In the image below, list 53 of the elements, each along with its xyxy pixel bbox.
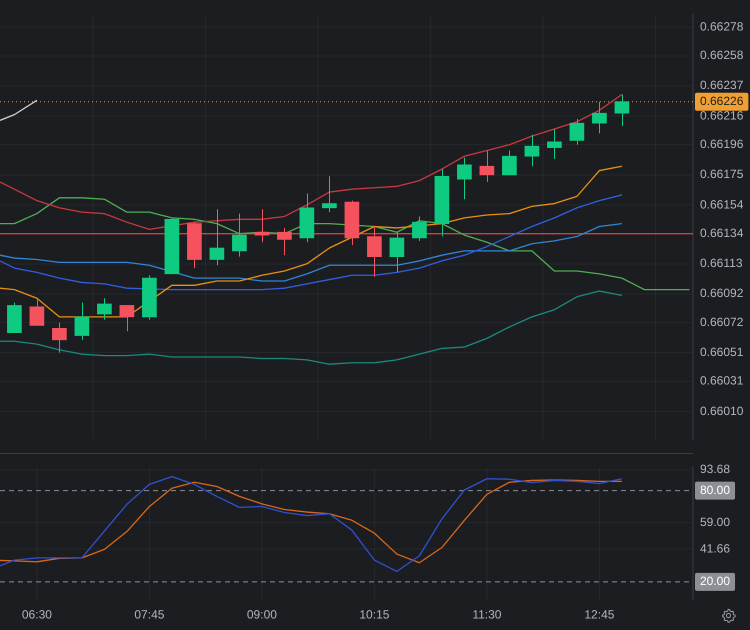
candlestick [524, 134, 540, 167]
candlestick [322, 176, 337, 213]
y-tick-label: 0.66216 [700, 108, 744, 122]
candlestick [52, 322, 67, 354]
candlestick [570, 118, 584, 146]
candlestick [390, 232, 404, 273]
candlestick [142, 274, 157, 320]
y-tick-label: 0.66092 [700, 286, 744, 300]
y-tick-label: 0.66154 [700, 197, 744, 212]
y-tick-label: 0.66278 [700, 19, 744, 34]
x-tick-label: 12:45 [584, 608, 615, 622]
x-tick-label: 07:45 [134, 608, 165, 622]
y-tick-label: 0.66051 [700, 345, 744, 360]
y-tick-label: 0.66010 [700, 404, 744, 418]
candlestick [434, 168, 450, 238]
y-tick-label: 0.66258 [700, 48, 744, 62]
candlestick [614, 94, 630, 127]
candlestick [164, 217, 180, 274]
ref-line-label: 80.00 [700, 482, 730, 497]
y-tick-label: 0.66134 [700, 226, 744, 240]
candlestick [547, 128, 562, 160]
x-tick-label: 11:30 [472, 608, 502, 622]
candlestick [344, 200, 360, 246]
candlestick [187, 222, 202, 269]
y-tick-label: 93.68 [700, 462, 730, 476]
y-tick-label: 41.66 [700, 541, 730, 556]
y-tick-label: 0.66196 [700, 137, 744, 152]
candlestick [7, 302, 22, 334]
y-tick-label: 0.66113 [700, 256, 743, 270]
candlestick [502, 150, 517, 176]
candlestick [120, 304, 134, 332]
candlestick [74, 302, 90, 340]
candlestick [97, 298, 112, 320]
ref-line-label: 20.00 [700, 574, 730, 588]
y-tick-label: 0.66031 [700, 374, 744, 388]
x-tick-label: 09:00 [246, 608, 278, 622]
y-tick-label: 0.66237 [700, 78, 744, 92]
y-tick-label: 0.66072 [700, 314, 744, 329]
candlestick [457, 157, 472, 200]
candlestick [592, 101, 607, 134]
candlestick [254, 208, 270, 243]
candlestick [30, 299, 44, 326]
candlestick [480, 150, 494, 183]
candlestick [367, 226, 382, 278]
y-tick-label: 59.00 [700, 514, 730, 529]
candlestick [300, 193, 314, 243]
ref-line-label: 0.66226 [700, 94, 744, 108]
candlestick [412, 216, 427, 242]
x-tick-label: 06:30 [22, 608, 52, 622]
candlestick [210, 208, 224, 266]
candlestick [232, 213, 247, 258]
x-tick-label: 10:15 [359, 608, 390, 622]
y-tick-label: 0.66175 [700, 167, 744, 182]
